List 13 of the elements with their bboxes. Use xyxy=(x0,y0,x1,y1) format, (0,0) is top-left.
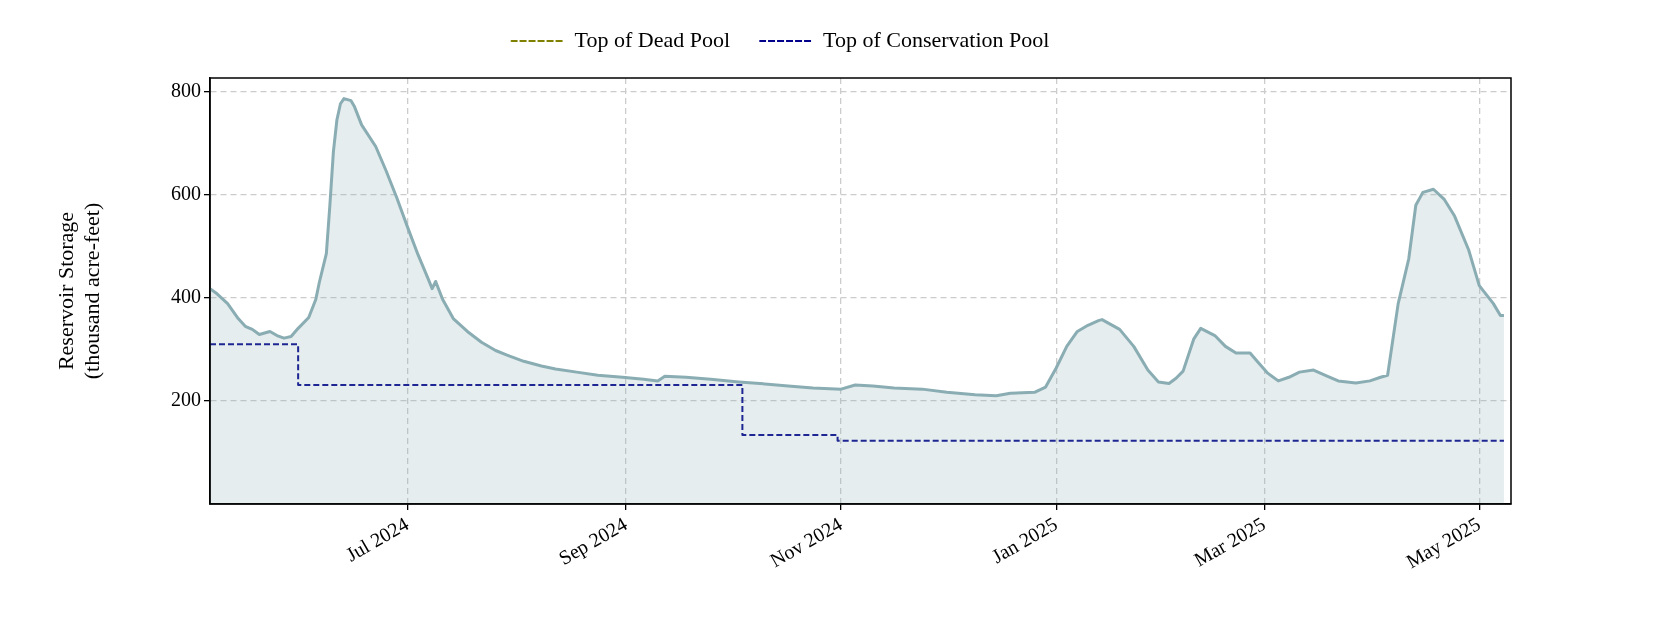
y-tick-label: 400 xyxy=(171,285,201,308)
x-tick-label: Mar 2025 xyxy=(1190,512,1269,571)
x-tick-label: Sep 2024 xyxy=(554,512,632,570)
x-tick-label: May 2025 xyxy=(1402,512,1485,574)
legend-label: Top of Dead Pool xyxy=(574,26,731,52)
y-tick-label: 600 xyxy=(171,182,201,205)
y-tick-label: 200 xyxy=(171,388,201,411)
x-tick-label: Jan 2025 xyxy=(987,512,1061,568)
y-tick-label: 800 xyxy=(171,79,201,102)
x-tick-label: Nov 2024 xyxy=(765,512,846,572)
x-tick-label: Jul 2024 xyxy=(341,512,413,566)
y-axis-title: Reservoir Storage (thousand acre-feet) xyxy=(52,202,105,380)
legend-label: Top of Conservation Pool xyxy=(823,26,1050,52)
